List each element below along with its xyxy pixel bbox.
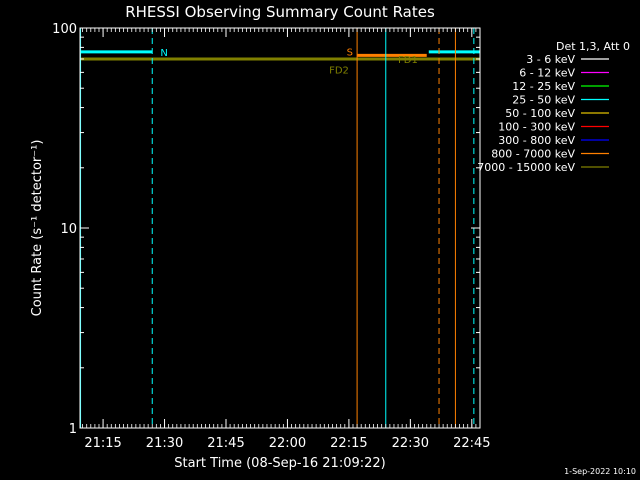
legend-entry-label: 800 - 7000 keV xyxy=(491,148,575,161)
y-tick-label: 100 xyxy=(52,22,77,37)
x-tick-label: 21:15 xyxy=(84,436,121,451)
y-tick-label: 10 xyxy=(60,222,77,237)
flag-label: FD2 xyxy=(329,65,349,76)
flag-label: FD1 xyxy=(398,55,418,66)
flag-label: S xyxy=(347,47,353,58)
legend-entry-label: 6 - 12 keV xyxy=(519,67,575,80)
y-axis-label: Count Rate (s⁻¹ detector⁻¹) xyxy=(30,140,45,317)
chart-title: RHESSI Observing Summary Count Rates xyxy=(125,3,435,21)
y-tick-label: 1 xyxy=(69,422,77,437)
x-tick-label: 21:45 xyxy=(207,436,244,451)
x-tick-label: 22:15 xyxy=(330,436,367,451)
x-tick-label: 21:30 xyxy=(146,436,183,451)
footer-date: 1-Sep-2022 10:10 xyxy=(564,467,636,476)
y-axis-ticks: 1 10 100 xyxy=(52,22,480,437)
x-tick-label: 22:30 xyxy=(392,436,429,451)
legend-entry-label: 25 - 50 keV xyxy=(512,94,575,107)
flag-bars: N S FD1 FD2 xyxy=(80,47,480,76)
legend-entry-label: 7000 - 15000 keV xyxy=(477,161,575,174)
x-tick-label: 22:45 xyxy=(453,436,490,451)
legend-entry-label: 100 - 300 keV xyxy=(498,121,575,134)
x-axis-ticks: 21:15 21:30 21:45 22:00 22:15 22:30 22:45 xyxy=(82,28,491,451)
x-tick-label: 22:00 xyxy=(269,436,306,451)
legend-title: Det 1,3, Att 0 xyxy=(556,40,630,53)
legend-entry-label: 12 - 25 keV xyxy=(512,80,575,93)
x-axis-label: Start Time (08-Sep-16 21:09:22) xyxy=(174,456,385,471)
flag-label: N xyxy=(160,48,167,59)
legend-entry-label: 300 - 800 keV xyxy=(498,134,575,147)
legend-entry-label: 50 - 100 keV xyxy=(505,107,575,120)
legend-entry-label: 3 - 6 keV xyxy=(526,53,575,66)
